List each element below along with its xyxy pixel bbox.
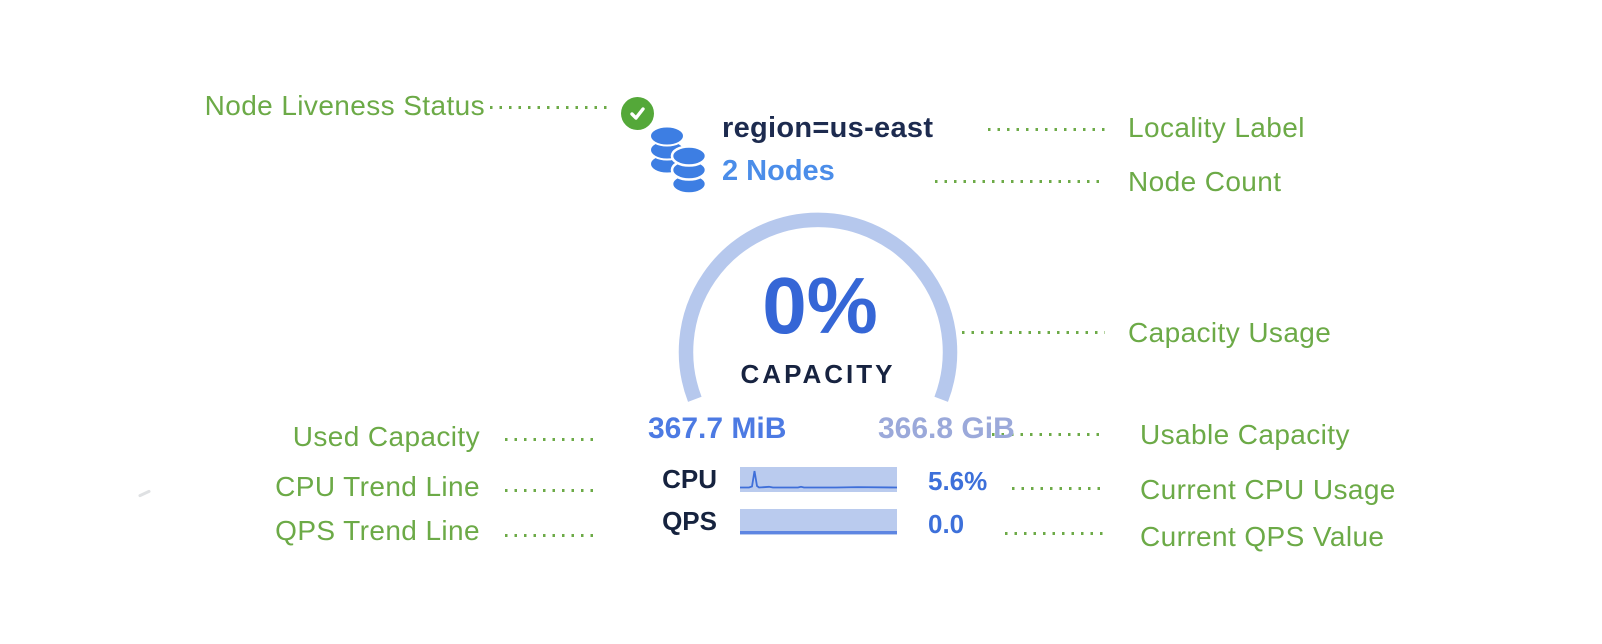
leader-line-qps-trend	[505, 534, 600, 537]
leader-line-node-count	[935, 180, 1105, 183]
leader-line-locality	[988, 128, 1105, 131]
annotation-capacity-usage: Capacity Usage	[1128, 317, 1332, 348]
cpu-sparkline-path	[740, 470, 897, 489]
annotation-usable-capacity: Usable Capacity	[1140, 419, 1350, 450]
leader-line-cpu-trend	[505, 489, 600, 492]
annotation-used-capacity: Used Capacity	[292, 421, 480, 452]
annotation-current-qps-value: Current QPS Value	[1140, 521, 1385, 552]
locality-label-value: region=us-east	[722, 112, 934, 144]
annotation-locality-label: Locality Label	[1128, 112, 1305, 143]
leader-line-current-cpu	[1012, 487, 1105, 490]
leader-line-usable-capacity	[992, 433, 1105, 436]
qps-flat-line	[740, 531, 897, 534]
leader-line-used-capacity	[505, 438, 600, 441]
usable-capacity-value: 366.8 GiB	[878, 412, 1015, 445]
leader-line-capacity-usage	[962, 331, 1105, 334]
current-cpu-usage-value: 5.6%	[928, 466, 988, 496]
annotation-node-liveness-status: Node Liveness Status	[204, 90, 485, 121]
annotation-current-cpu-usage: Current CPU Usage	[1140, 474, 1396, 505]
cpu-label: CPU	[662, 464, 717, 494]
qps-trend-sparkline	[740, 509, 897, 535]
leader-line-current-qps	[1005, 532, 1105, 535]
leader-line-node-liveness	[490, 106, 610, 109]
node-count-value: 2 Nodes	[722, 155, 835, 187]
qps-label: QPS	[662, 506, 717, 536]
annotation-qps-trend-line: QPS Trend Line	[275, 515, 480, 546]
check-icon	[630, 107, 645, 120]
capacity-usage-percent: 0%	[762, 261, 878, 350]
annotation-cpu-trend-line: CPU Trend Line	[275, 471, 480, 502]
used-capacity-value: 367.7 MiB	[648, 412, 787, 445]
capacity-caption: CAPACITY	[740, 359, 896, 389]
cpu-trend-sparkline	[740, 467, 897, 492]
liveness-check-circle-icon	[621, 97, 654, 130]
database-stack-icon	[649, 125, 708, 195]
current-qps-value: 0.0	[928, 509, 965, 539]
capacity-gauge-arc	[678, 212, 958, 402]
annotation-node-count: Node Count	[1128, 166, 1282, 197]
